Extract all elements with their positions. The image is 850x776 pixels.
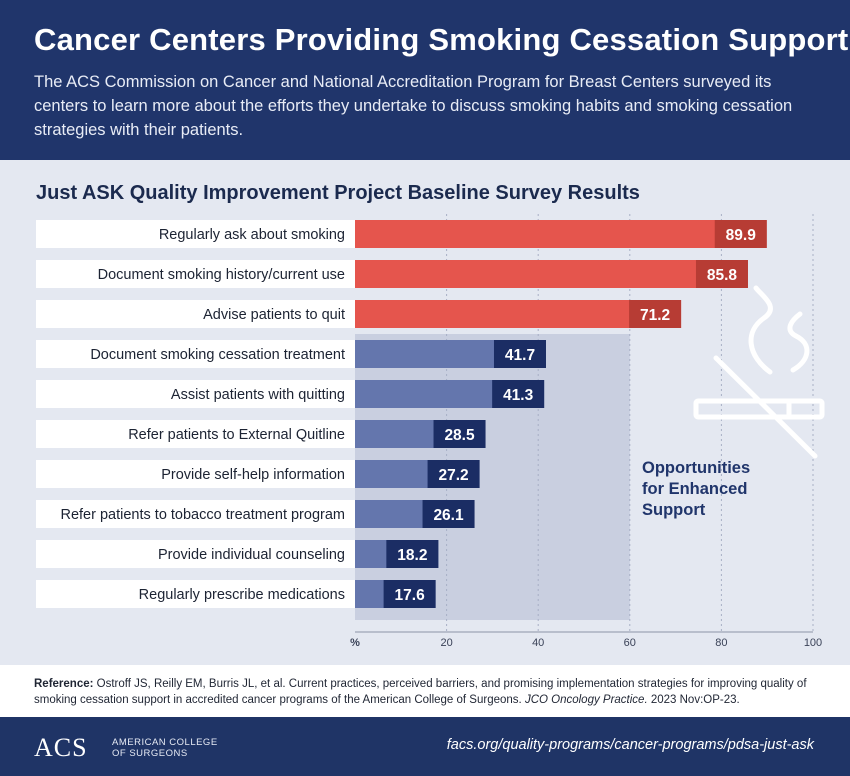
- category-label-strip: [36, 380, 355, 408]
- value-label-box: [427, 460, 480, 488]
- category-label-strip: [36, 220, 355, 248]
- category-label: Regularly ask about smoking: [159, 227, 345, 243]
- logo-subtitle: AMERICAN COLLEGE OF SURGEONS: [112, 737, 218, 759]
- intro-text: The ACS Commission on Cancer and Nationa…: [34, 73, 793, 139]
- category-label-strip: [36, 540, 355, 568]
- annotation-text: Support: [642, 501, 706, 519]
- category-label: Document smoking cessation treatment: [90, 347, 345, 363]
- value-label-box: [383, 580, 436, 608]
- value-label: 27.2: [438, 467, 468, 484]
- category-label-strip: [36, 300, 355, 328]
- x-tick-label: 20: [440, 637, 452, 649]
- category-label: Provide self-help information: [161, 467, 345, 483]
- value-label: 28.5: [444, 427, 475, 444]
- bar: [355, 300, 682, 328]
- value-label-box: [386, 540, 439, 568]
- bar: [355, 220, 767, 248]
- value-label: 17.6: [395, 587, 426, 604]
- reference-citation: 2023 Nov:OP-23.: [647, 694, 740, 706]
- value-label: 41.7: [505, 347, 535, 364]
- reference-text: Reference: Ostroff JS, Reilly EM, Burris…: [34, 676, 824, 708]
- no-smoking-icon: [693, 285, 825, 459]
- value-label: 71.2: [640, 307, 670, 324]
- category-label-strip: [36, 340, 355, 368]
- category-label: Refer patients to tobacco treatment prog…: [60, 507, 345, 523]
- page-title: Cancer Centers Providing Smoking Cessati…: [34, 22, 849, 57]
- value-label: 18.2: [397, 547, 427, 564]
- reference-label: Reference:: [34, 678, 94, 690]
- category-label-strip: [36, 580, 355, 608]
- value-label: 85.8: [707, 267, 738, 284]
- category-label-strip: [36, 500, 355, 528]
- value-label: 41.3: [503, 387, 534, 404]
- reference-section: Reference: Ostroff JS, Reilly EM, Burris…: [0, 665, 850, 717]
- value-label-box: [629, 300, 682, 328]
- category-label: Advise patients to quit: [203, 307, 345, 323]
- category-label-strip: [36, 420, 355, 448]
- x-tick-label: 80: [715, 637, 727, 649]
- footer-link[interactable]: facs.org/quality-programs/cancer-program…: [446, 737, 814, 753]
- category-label: Provide individual counseling: [158, 547, 345, 563]
- value-label-box: [422, 500, 475, 528]
- acs-logo: ACS AMERICAN COLLEGE OF SURGEONS: [34, 733, 217, 763]
- reference-body: Ostroff JS, Reilly EM, Burris JL, et al.…: [34, 678, 807, 706]
- value-label-box: [433, 420, 486, 448]
- category-label: Refer patients to External Quitline: [128, 427, 345, 443]
- x-tick-label: %: [350, 637, 360, 649]
- bar-chart: Regularly ask about smoking 89.9 Document …: [36, 214, 825, 649]
- value-label-box: [493, 340, 546, 368]
- value-label-box: [492, 380, 545, 408]
- x-tick-label: 40: [532, 637, 544, 649]
- x-tick-label: 100: [804, 637, 822, 649]
- category-label: Assist patients with quitting: [171, 387, 345, 403]
- bar: [355, 260, 748, 288]
- value-label-box: [695, 260, 748, 288]
- category-label: Document smoking history/current use: [98, 267, 345, 283]
- logo-acs-text: ACS: [34, 733, 88, 762]
- reference-journal: JCO Oncology Practice.: [524, 694, 648, 706]
- header-banner: Cancer Centers Providing Smoking Cessati…: [0, 0, 850, 160]
- annotation-text: for Enhanced: [642, 480, 747, 498]
- value-label: 26.1: [433, 507, 464, 524]
- value-label: 89.9: [726, 227, 757, 244]
- category-label: Regularly prescribe medications: [139, 587, 345, 603]
- chart-section: Regularly ask about smoking 89.9 Document …: [0, 160, 850, 665]
- annotation-text: Opportunities: [642, 459, 750, 477]
- chart-title: Just ASK Quality Improvement Project Bas…: [36, 182, 640, 204]
- category-label-strip: [36, 260, 355, 288]
- category-label-strip: [36, 460, 355, 488]
- footer: ACS AMERICAN COLLEGE OF SURGEONS facs.or…: [0, 717, 850, 776]
- value-label-box: [714, 220, 767, 248]
- x-tick-label: 60: [624, 637, 636, 649]
